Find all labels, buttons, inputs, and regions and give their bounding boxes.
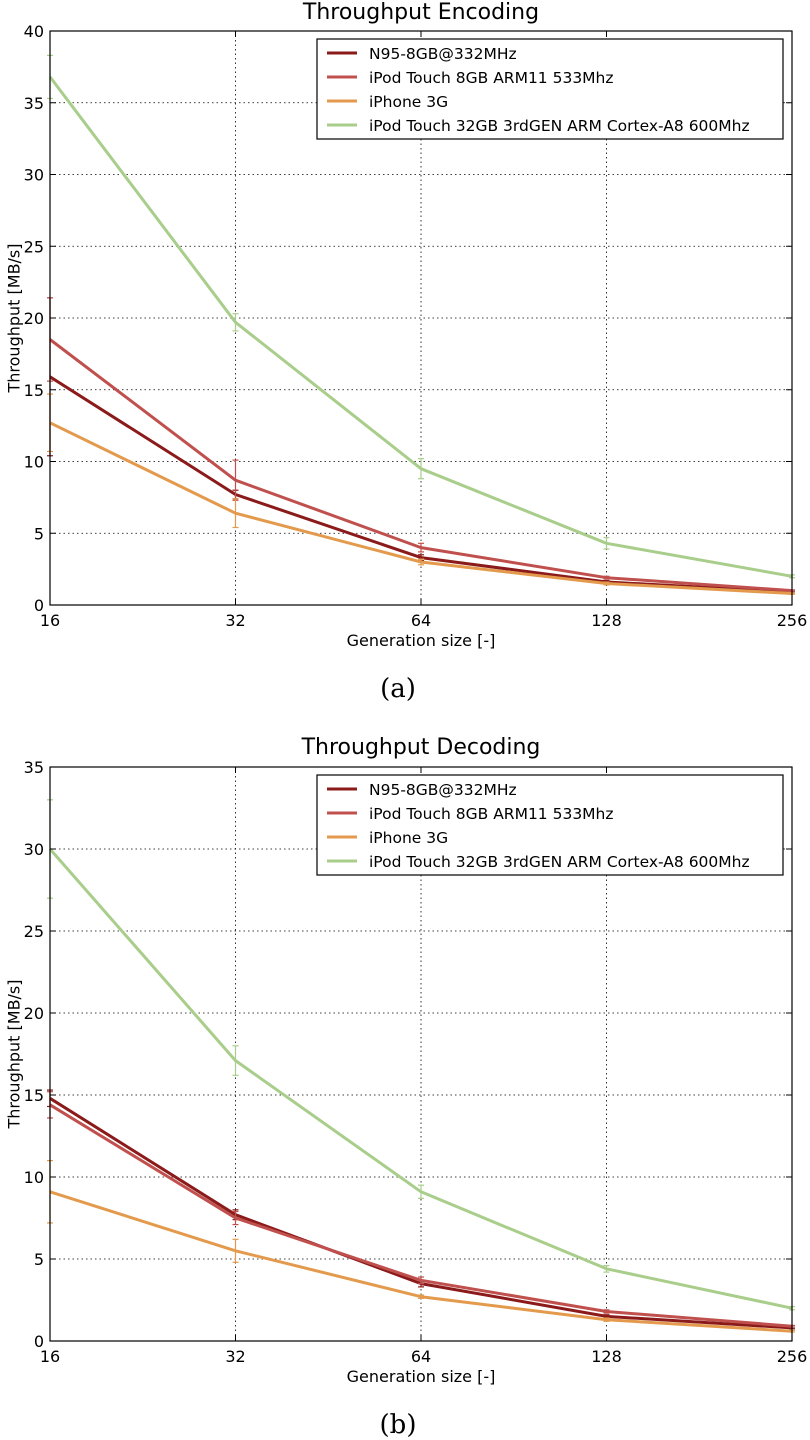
- legend-box: [316, 774, 784, 876]
- legend-label: iPod Touch 32GB 3rdGEN ARM Cortex-A8 600…: [369, 853, 750, 871]
- y-tick-label: 25: [24, 922, 44, 941]
- y-tick-label: 15: [24, 381, 44, 400]
- y-axis-label: Throughput [MB/s]: [5, 979, 24, 1129]
- x-tick-label: 32: [225, 1347, 245, 1366]
- x-axis-label: Generation size [-]: [347, 1367, 496, 1386]
- y-tick-label: 15: [24, 1086, 44, 1105]
- legend-label: iPhone 3G: [369, 93, 448, 111]
- y-tick-label: 0: [34, 1332, 44, 1351]
- x-tick-label: 32: [225, 611, 245, 630]
- x-tick-label: 64: [411, 611, 431, 630]
- x-tick-label: 128: [591, 611, 622, 630]
- y-tick-label: 35: [24, 758, 44, 777]
- y-tick-label: 10: [24, 1168, 44, 1187]
- y-axis-label: Throughput [MB/s]: [5, 243, 24, 393]
- series-line-3: [48, 75, 793, 578]
- chart-title: Throughput Encoding: [302, 0, 539, 25]
- y-tick-label: 25: [24, 237, 44, 256]
- legend-label: iPod Touch 8GB ARM11 533Mhz: [369, 69, 614, 87]
- legend: N95-8GB@332MHz iPod Touch 8GB ARM11 533Mh…: [316, 38, 784, 140]
- figure-caption: (b): [380, 1410, 417, 1440]
- y-tick-label: 5: [34, 524, 44, 543]
- y-tick-label: 0: [34, 596, 44, 615]
- legend-label: iPod Touch 8GB ARM11 533Mhz: [369, 805, 614, 823]
- x-axis-label: Generation size [-]: [347, 631, 496, 650]
- x-tick-label: 64: [411, 1347, 431, 1366]
- legend-label: iPod Touch 32GB 3rdGEN ARM Cortex-A8 600…: [369, 117, 750, 135]
- legend-label: iPhone 3G: [369, 829, 448, 847]
- chart-encoding: 16 32 64 128 256 0 5 10 15 20 25 30 35 40 Throughput E…: [5, 0, 808, 704]
- chart-title: Throughput Decoding: [301, 735, 541, 760]
- legend-label: N95-8GB@332MHz: [369, 781, 517, 799]
- y-tick-label: 30: [24, 840, 44, 859]
- y-tick-label: 40: [24, 22, 44, 41]
- series-line-1: [49, 1103, 793, 1328]
- y-tick-label: 20: [24, 309, 44, 328]
- chart-decoding: 16 32 64 128 256 0 5 10 15 20 25 30 35 Throughput Dec…: [5, 735, 808, 1440]
- x-tick-label: 16: [40, 1347, 60, 1366]
- y-tick-label: 10: [24, 453, 44, 472]
- y-tick-label: 35: [24, 94, 44, 113]
- figure-caption: (a): [380, 674, 416, 704]
- x-tick-label: 256: [777, 1347, 808, 1366]
- legend-box: [316, 38, 784, 140]
- x-tick-label: 16: [40, 611, 60, 630]
- y-tick-label: 5: [34, 1250, 44, 1269]
- legend-label: N95-8GB@332MHz: [369, 45, 517, 63]
- x-tick-label: 128: [591, 1347, 622, 1366]
- y-tick-label: 20: [24, 1004, 44, 1023]
- x-tick-label: 256: [777, 611, 808, 630]
- legend: N95-8GB@332MHz iPod Touch 8GB ARM11 533Mh…: [316, 774, 784, 876]
- y-tick-label: 30: [24, 166, 44, 185]
